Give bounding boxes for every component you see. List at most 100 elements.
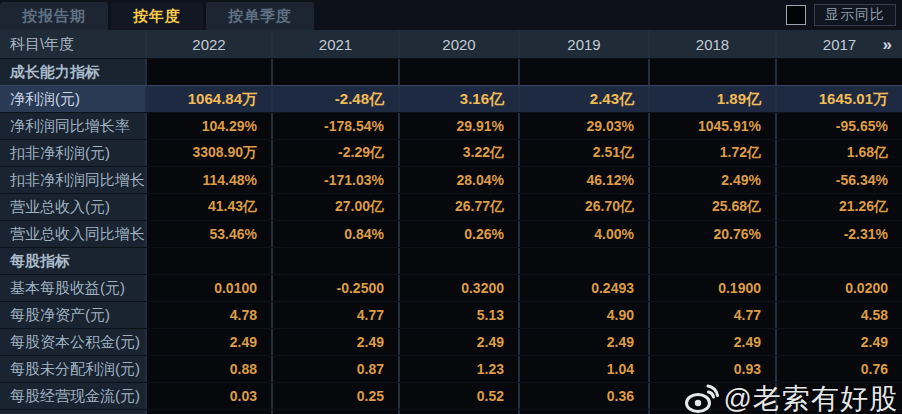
data-row: 基本每股收益(元)0.0100-0.25000.32000.24930.1900… xyxy=(0,274,902,301)
tab-by-report-period[interactable]: 按报告期 xyxy=(0,2,108,30)
value-cell xyxy=(398,410,518,414)
year-header-2017: 2017 » xyxy=(775,30,902,58)
value-cell: -2.29亿 xyxy=(271,140,398,166)
value-cell: -178.54% xyxy=(271,113,398,139)
row-label: 营业总收入同比增长率 xyxy=(0,221,145,247)
value-cell: 2.43亿 xyxy=(518,86,648,112)
tab-by-single-quarter[interactable]: 按单季度 xyxy=(206,2,314,30)
value-cell: 5.13 xyxy=(398,302,518,328)
more-years-chevron-icon[interactable]: » xyxy=(883,36,892,53)
value-cell: 0.3200 xyxy=(398,275,518,301)
year-header-2021: 2021 xyxy=(271,30,398,58)
value-cell: 1645.01万 xyxy=(775,86,902,112)
value-cell: 0.0200 xyxy=(775,275,902,301)
year-header-2020: 2020 xyxy=(398,30,518,58)
row-label: 每股指标 xyxy=(0,248,145,274)
row-label: 成长能力指标 xyxy=(0,59,145,85)
value-cell: 29.03% xyxy=(518,113,648,139)
financial-data-panel: 按报告期 按年度 按单季度 显示同比 科目\年度 2022 2021 2020 … xyxy=(0,0,902,414)
value-cell: 53.46% xyxy=(145,221,271,247)
value-cell: 1.68亿 xyxy=(775,140,902,166)
value-cell: -2.31% xyxy=(775,221,902,247)
value-cell: 0.03 xyxy=(145,383,271,409)
value-cell: 46.12% xyxy=(518,167,648,193)
value-cell xyxy=(775,410,902,414)
value-cell: 0.25 xyxy=(271,383,398,409)
value-cell: 1.72亿 xyxy=(648,140,775,166)
value-cell: 4.58 xyxy=(775,302,902,328)
value-cell: 4.78 xyxy=(145,302,271,328)
value-cell xyxy=(398,248,518,274)
value-cell: 26.70亿 xyxy=(518,194,648,220)
value-cell: 2.49 xyxy=(648,329,775,355)
value-cell: 1064.84万 xyxy=(145,86,271,112)
value-cell: 0.87 xyxy=(271,356,398,382)
year-header-2019: 2019 xyxy=(518,30,648,58)
value-cell: 2.51亿 xyxy=(518,140,648,166)
value-cell: 28.04% xyxy=(398,167,518,193)
data-row: 每股资本公积金(元)2.492.492.492.492.492.49 xyxy=(0,328,902,355)
row-label: 基本每股收益(元) xyxy=(0,275,145,301)
value-cell: 4.77 xyxy=(271,302,398,328)
value-cell xyxy=(145,59,271,85)
value-cell xyxy=(518,248,648,274)
value-cell: 2.49 xyxy=(398,329,518,355)
value-cell: 2.49 xyxy=(775,329,902,355)
data-row: 净利润(元)1064.84万-2.48亿3.16亿2.43亿1.89亿1645.… xyxy=(0,85,902,112)
value-cell: 20.76% xyxy=(648,221,775,247)
data-row: 营业总收入(元)41.43亿27.00亿26.77亿26.70亿25.68亿21… xyxy=(0,193,902,220)
value-cell: 26.77亿 xyxy=(398,194,518,220)
table-header-row: 科目\年度 2022 2021 2020 2019 2018 2017 » xyxy=(0,30,902,58)
value-cell xyxy=(518,59,648,85)
row-label: 扣非净利润(元) xyxy=(0,140,145,166)
value-cell: 1.23 xyxy=(398,356,518,382)
value-cell: 4.00% xyxy=(518,221,648,247)
value-cell: 0.2493 xyxy=(518,275,648,301)
value-cell: -171.03% xyxy=(271,167,398,193)
value-cell: 4.77 xyxy=(648,302,775,328)
value-cell xyxy=(648,59,775,85)
value-cell xyxy=(648,248,775,274)
value-cell: 25.68亿 xyxy=(648,194,775,220)
value-cell: 0.1900 xyxy=(648,275,775,301)
section-row: 每股指标 xyxy=(0,247,902,274)
value-cell xyxy=(775,383,902,409)
value-cell: 0.93 xyxy=(648,356,775,382)
value-cell xyxy=(271,248,398,274)
value-cell xyxy=(271,59,398,85)
value-cell xyxy=(145,248,271,274)
value-cell: -95.65% xyxy=(775,113,902,139)
value-cell xyxy=(398,59,518,85)
tab-by-year[interactable]: 按年度 xyxy=(111,2,203,30)
value-cell xyxy=(648,383,775,409)
show-yoy-checkbox[interactable] xyxy=(786,5,806,25)
value-cell: 4.90 xyxy=(518,302,648,328)
value-cell xyxy=(775,248,902,274)
data-row: 扣非净利润同比增长率114.48%-171.03%28.04%46.12%2.4… xyxy=(0,166,902,193)
year-header-2022: 2022 xyxy=(145,30,271,58)
value-cell xyxy=(648,410,775,414)
value-cell: 29.91% xyxy=(398,113,518,139)
value-cell xyxy=(271,410,398,414)
value-cell: 27.00亿 xyxy=(271,194,398,220)
year-header-2017-label: 2017 xyxy=(823,36,856,53)
row-label xyxy=(0,410,145,414)
value-cell: 1.04 xyxy=(518,356,648,382)
value-cell xyxy=(145,410,271,414)
value-cell: 1045.91% xyxy=(648,113,775,139)
yoy-controls: 显示同比 xyxy=(786,0,896,30)
year-header-2018: 2018 xyxy=(648,30,775,58)
value-cell: 0.36 xyxy=(518,383,648,409)
financial-table: 科目\年度 2022 2021 2020 2019 2018 2017 » 成长… xyxy=(0,30,902,414)
period-tab-bar: 按报告期 按年度 按单季度 显示同比 xyxy=(0,0,902,30)
value-cell: 21.26亿 xyxy=(775,194,902,220)
data-row: 每股未分配利润(元)0.880.871.231.040.930.76 xyxy=(0,355,902,382)
show-yoy-label[interactable]: 显示同比 xyxy=(814,4,896,26)
row-label: 每股净资产(元) xyxy=(0,302,145,328)
value-cell: -2.48亿 xyxy=(271,86,398,112)
section-row: 成长能力指标 xyxy=(0,58,902,85)
value-cell xyxy=(518,410,648,414)
row-label: 每股未分配利润(元) xyxy=(0,356,145,382)
data-row: 净利润同比增长率104.29%-178.54%29.91%29.03%1045.… xyxy=(0,112,902,139)
value-cell: 2.49 xyxy=(271,329,398,355)
